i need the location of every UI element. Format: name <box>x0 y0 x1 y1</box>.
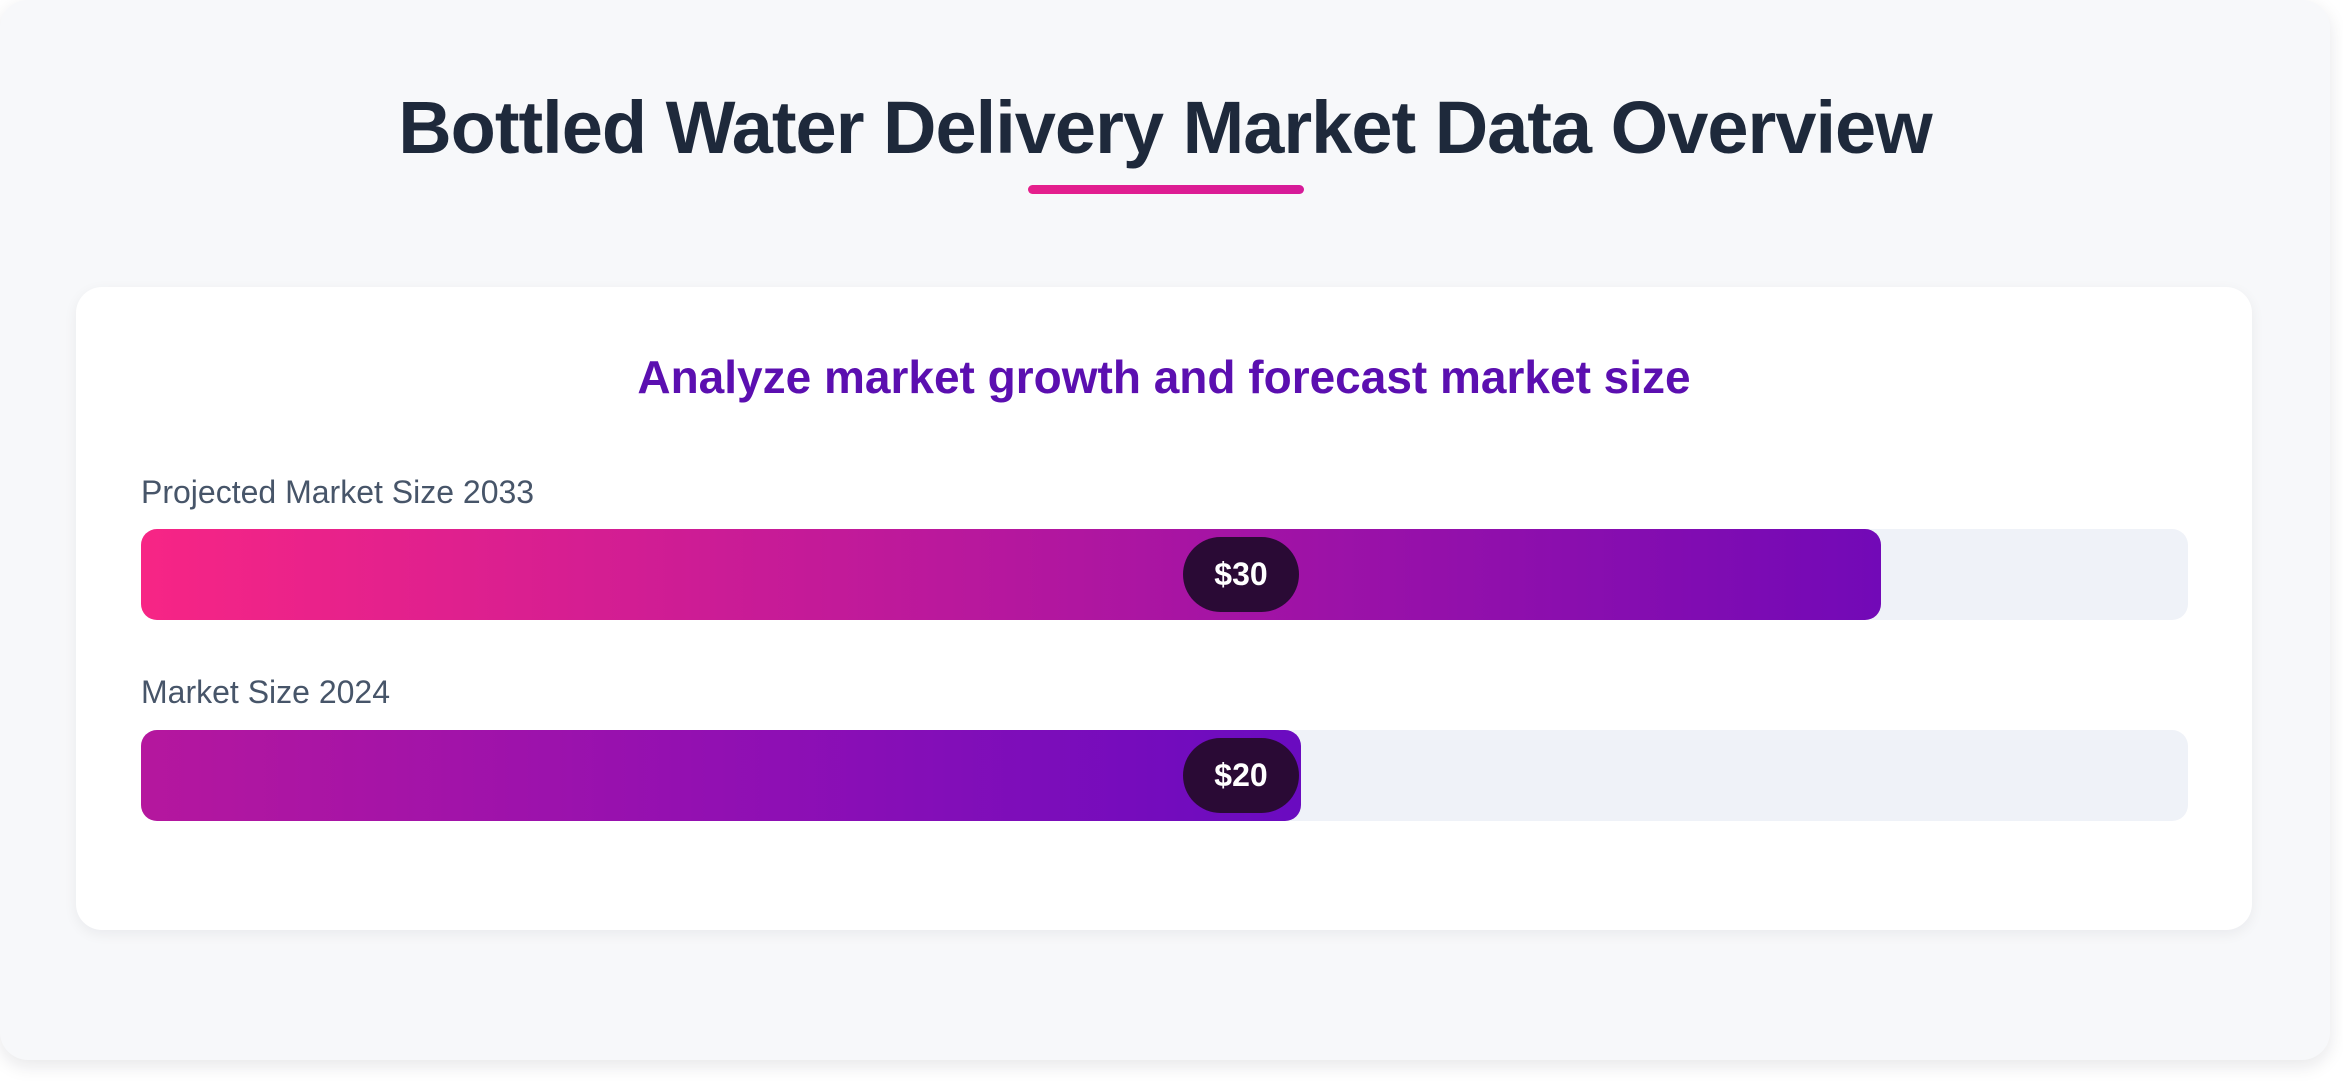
value-label-market-2024: $20 <box>1183 738 1299 813</box>
bar-label-market-2024: Market Size 2024 <box>141 674 391 710</box>
title-underline <box>1028 185 1304 194</box>
bar-label-projected-2033: Projected Market Size 2033 <box>141 474 535 510</box>
bar-market-2024 <box>141 730 1301 821</box>
chart-card: Analyze market growth and forecast marke… <box>76 287 2252 930</box>
page-title: Bottled Water Delivery Market Data Overv… <box>398 86 1933 169</box>
page-background: Bottled Water Delivery Market Data Overv… <box>76 86 2252 930</box>
bar-track-market-2024: $20 <box>141 730 2188 821</box>
bar-track-projected-2033: $30 <box>141 529 2188 620</box>
bar-projected-2033 <box>141 529 1881 620</box>
value-label-projected-2033: $30 <box>1183 537 1299 612</box>
chart-subtitle: Analyze market growth and forecast marke… <box>637 351 1691 403</box>
